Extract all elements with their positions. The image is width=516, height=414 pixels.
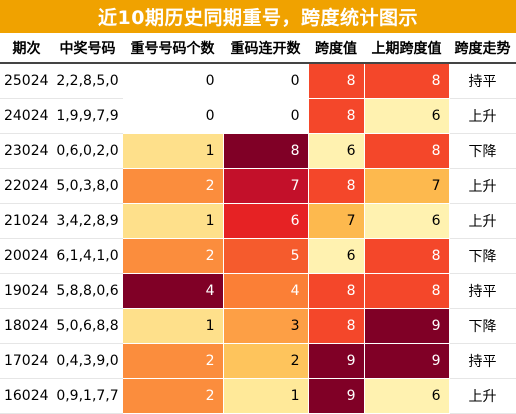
prev-span-cell: 8 bbox=[364, 273, 450, 309]
trend-cell: 持平 bbox=[449, 63, 516, 99]
repeat-streak-cell: 8 bbox=[223, 133, 309, 169]
trend-cell: 上升 bbox=[449, 378, 516, 414]
repeat-count-cell: 0 bbox=[122, 63, 224, 99]
span-cell: 8 bbox=[308, 168, 365, 204]
period-cell: 24024 bbox=[0, 98, 54, 134]
period-cell: 17024 bbox=[0, 343, 54, 379]
table-row: 23024 0,6,0,2,0 1 8 6 8 下降 bbox=[0, 133, 516, 169]
period-cell: 16024 bbox=[0, 378, 54, 414]
trend-cell: 上升 bbox=[449, 98, 516, 134]
repeat-count-cell: 2 bbox=[122, 168, 224, 204]
prev-span-cell: 6 bbox=[364, 203, 450, 239]
prev-span-cell: 7 bbox=[364, 168, 450, 204]
period-cell: 22024 bbox=[0, 168, 54, 204]
header-numbers: 中奖号码 bbox=[53, 33, 122, 64]
span-cell: 6 bbox=[308, 133, 365, 169]
repeat-streak-cell: 5 bbox=[223, 238, 309, 274]
prev-span-cell: 8 bbox=[364, 238, 450, 274]
period-cell: 23024 bbox=[0, 133, 54, 169]
span-cell: 9 bbox=[308, 343, 365, 379]
span-cell: 8 bbox=[308, 273, 365, 309]
repeat-streak-cell: 3 bbox=[223, 308, 309, 344]
trend-cell: 持平 bbox=[449, 343, 516, 379]
repeat-streak-cell: 0 bbox=[223, 98, 309, 134]
repeat-count-cell: 1 bbox=[122, 133, 224, 169]
table-row: 20024 6,1,4,1,0 2 5 6 8 下降 bbox=[0, 238, 516, 274]
trend-cell: 下降 bbox=[449, 133, 516, 169]
table-row: 25024 2,2,8,5,0 0 0 8 8 持平 bbox=[0, 63, 516, 99]
span-cell: 8 bbox=[308, 308, 365, 344]
period-cell: 18024 bbox=[0, 308, 54, 344]
panel-title: 近10期历史同期重号，跨度统计图示 bbox=[0, 0, 516, 33]
prev-span-cell: 9 bbox=[364, 343, 450, 379]
repeat-count-cell: 1 bbox=[122, 308, 224, 344]
span-cell: 8 bbox=[308, 98, 365, 134]
prev-span-cell: 9 bbox=[364, 308, 450, 344]
numbers-cell: 5,0,3,8,0 bbox=[53, 168, 123, 204]
repeat-count-cell: 1 bbox=[122, 203, 224, 239]
prev-span-cell: 6 bbox=[364, 378, 450, 414]
header-trend: 跨度走势 bbox=[449, 33, 516, 64]
header-prev-span: 上期跨度值 bbox=[364, 33, 449, 64]
numbers-cell: 2,2,8,5,0 bbox=[53, 63, 123, 99]
repeat-count-cell: 0 bbox=[122, 98, 224, 134]
numbers-cell: 1,9,9,7,9 bbox=[53, 98, 123, 134]
repeat-streak-cell: 7 bbox=[223, 168, 309, 204]
table-row: 18024 5,0,6,8,8 1 3 8 9 下降 bbox=[0, 308, 516, 344]
table-row: 24024 1,9,9,7,9 0 0 8 6 上升 bbox=[0, 98, 516, 134]
numbers-cell: 6,1,4,1,0 bbox=[53, 238, 123, 274]
table-row: 16024 0,9,1,7,7 2 1 9 6 上升 bbox=[0, 378, 516, 414]
numbers-cell: 3,4,2,8,9 bbox=[53, 203, 123, 239]
numbers-cell: 0,9,1,7,7 bbox=[53, 378, 123, 414]
repeat-streak-cell: 2 bbox=[223, 343, 309, 379]
table-row: 17024 0,4,3,9,0 2 2 9 9 持平 bbox=[0, 343, 516, 379]
period-cell: 21024 bbox=[0, 203, 54, 239]
header-repeat-count: 重号号码个数 bbox=[122, 33, 223, 64]
numbers-cell: 5,0,6,8,8 bbox=[53, 308, 123, 344]
prev-span-cell: 8 bbox=[364, 63, 450, 99]
header-repeat-streak: 重码连开数 bbox=[223, 33, 308, 64]
trend-cell: 上升 bbox=[449, 168, 516, 204]
table-body: 25024 2,2,8,5,0 0 0 8 8 持平 24024 1,9,9,7… bbox=[0, 63, 516, 414]
repeat-streak-cell: 6 bbox=[223, 203, 309, 239]
numbers-cell: 0,6,0,2,0 bbox=[53, 133, 123, 169]
stats-table: 期次 中奖号码 重号号码个数 重码连开数 跨度值 上期跨度值 跨度走势 2502… bbox=[0, 33, 516, 414]
trend-cell: 持平 bbox=[449, 273, 516, 309]
repeat-streak-cell: 0 bbox=[223, 63, 309, 99]
trend-cell: 上升 bbox=[449, 203, 516, 239]
span-cell: 9 bbox=[308, 378, 365, 414]
trend-cell: 下降 bbox=[449, 238, 516, 274]
span-cell: 8 bbox=[308, 63, 365, 99]
prev-span-cell: 6 bbox=[364, 98, 450, 134]
repeat-count-cell: 2 bbox=[122, 378, 224, 414]
table-row: 21024 3,4,2,8,9 1 6 7 6 上升 bbox=[0, 203, 516, 239]
numbers-cell: 0,4,3,9,0 bbox=[53, 343, 123, 379]
repeat-count-cell: 2 bbox=[122, 343, 224, 379]
table-row: 19024 5,8,8,0,6 4 4 8 8 持平 bbox=[0, 273, 516, 309]
period-cell: 25024 bbox=[0, 63, 54, 99]
span-cell: 7 bbox=[308, 203, 365, 239]
repeat-streak-cell: 1 bbox=[223, 378, 309, 414]
repeat-count-cell: 4 bbox=[122, 273, 224, 309]
repeat-count-cell: 2 bbox=[122, 238, 224, 274]
numbers-cell: 5,8,8,0,6 bbox=[53, 273, 123, 309]
prev-span-cell: 8 bbox=[364, 133, 450, 169]
span-cell: 6 bbox=[308, 238, 365, 274]
header-period: 期次 bbox=[0, 33, 53, 64]
table-row: 22024 5,0,3,8,0 2 7 8 7 上升 bbox=[0, 168, 516, 204]
repeat-streak-cell: 4 bbox=[223, 273, 309, 309]
period-cell: 19024 bbox=[0, 273, 54, 309]
period-cell: 20024 bbox=[0, 238, 54, 274]
header-span: 跨度值 bbox=[308, 33, 364, 64]
trend-cell: 下降 bbox=[449, 308, 516, 344]
header-row: 期次 中奖号码 重号号码个数 重码连开数 跨度值 上期跨度值 跨度走势 bbox=[0, 33, 516, 64]
